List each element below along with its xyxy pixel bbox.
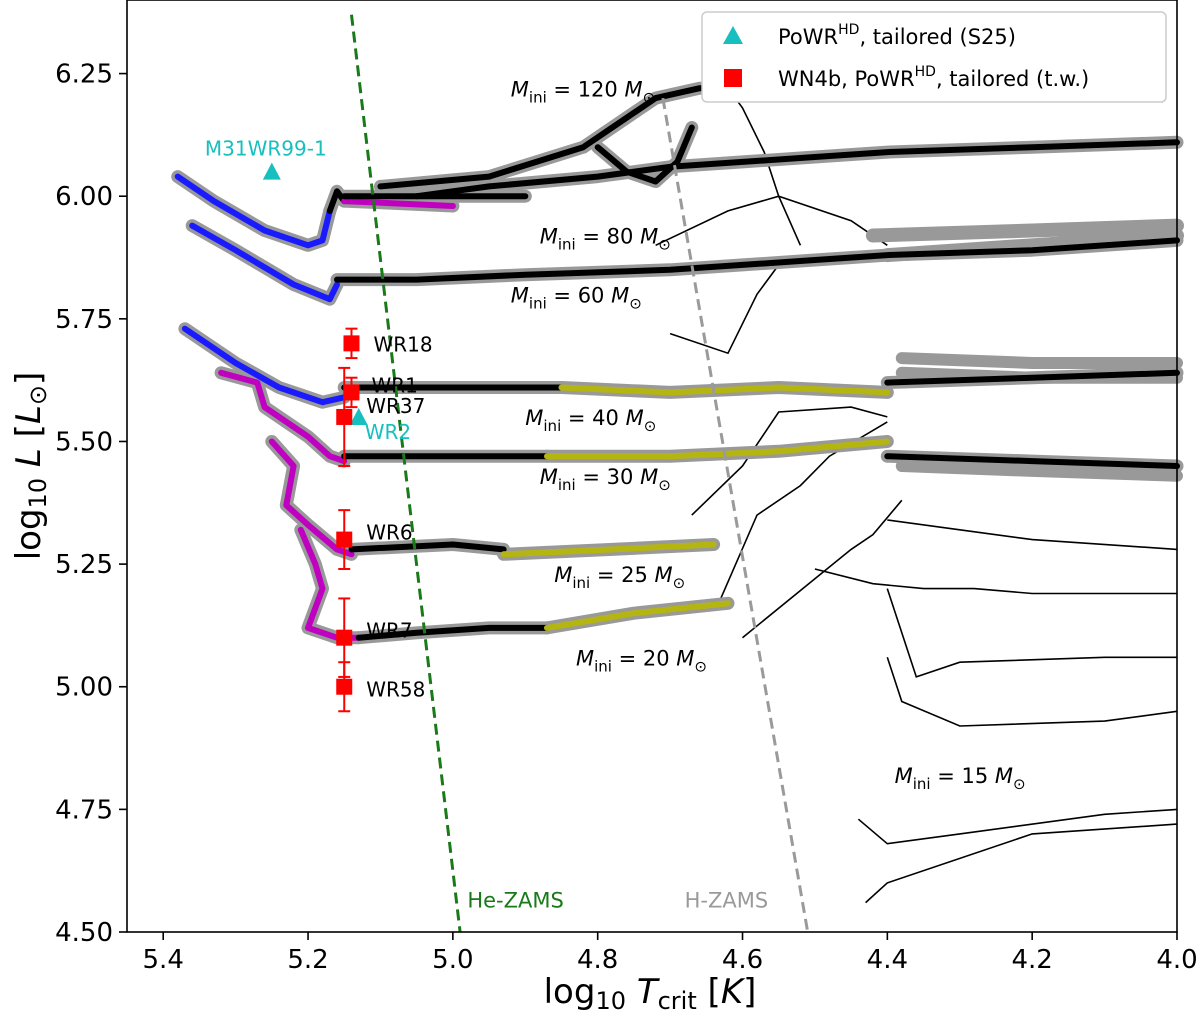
- powr-s25-marker: [349, 407, 368, 425]
- wn4b-marker: [336, 408, 353, 425]
- thin-track-curve: [857, 808, 1178, 845]
- star-label-wr6: WR6: [366, 521, 412, 545]
- powr-s25-marker: [262, 162, 281, 180]
- x-tick-label: 5.0: [432, 945, 473, 975]
- x-axis-label: log10 Tcrit [K]: [544, 972, 757, 1015]
- y-tick-label: 5.50: [55, 427, 113, 457]
- track-120-wr: [174, 173, 333, 249]
- star-label-wr7: WR7: [366, 619, 412, 643]
- track-label-80: Mini = 80 M⊙: [540, 224, 671, 253]
- track-label-60: Mini = 60 M⊙: [511, 283, 642, 312]
- star-label-m31wr99-1: M31WR99-1: [205, 137, 327, 161]
- wn4b-marker: [336, 531, 353, 548]
- x-tick-label: 4.2: [1011, 945, 1052, 975]
- track-20-ms: [355, 624, 550, 641]
- x-tick-label: 4.6: [722, 945, 763, 975]
- x-tick-label: 4.8: [577, 945, 618, 975]
- x-tick-label: 5.4: [143, 945, 184, 975]
- track-band: [865, 218, 1184, 243]
- y-tick-label: 5.75: [55, 305, 113, 335]
- axis-ticks: 5.4 5.2 5.0 4.8 4.6 4.4 4.2 4.0 4.50 4.75 5.00 5.25…: [55, 60, 1198, 975]
- star-label-wr18: WR18: [373, 332, 432, 356]
- track-label-20: Mini = 20 M⊙: [576, 646, 707, 675]
- track-label-25: Mini = 25 M⊙: [554, 563, 685, 592]
- track-band: [895, 352, 1183, 369]
- star-label-wr37: WR37: [366, 394, 425, 418]
- track-120-ms: [413, 139, 1180, 200]
- track-120-transition: [341, 198, 456, 209]
- track-label-40: Mini = 40 M⊙: [525, 406, 656, 435]
- y-tick-label: 4.75: [55, 795, 113, 825]
- y-tick-label: 5.00: [55, 673, 113, 703]
- wn4b-marker: [343, 335, 360, 352]
- h-zams-line: [661, 97, 810, 933]
- track-25-transition: [268, 438, 355, 558]
- x-tick-label: 4.4: [867, 945, 908, 975]
- track-80-wr: [189, 222, 340, 303]
- h-zams-label: H-ZAMS: [685, 888, 769, 912]
- track-25-yellow: [500, 541, 717, 558]
- y-tick-label: 6.25: [55, 60, 113, 90]
- star-label-wr58: WR58: [366, 678, 425, 702]
- legend-box: [701, 11, 1167, 103]
- track-60-ms: [884, 369, 1180, 386]
- wn4b-marker: [343, 384, 360, 401]
- legend-square-marker: [724, 69, 742, 87]
- thin-track-curve: [741, 499, 903, 639]
- y-axis-label: log10 L [L⊙]: [9, 372, 52, 561]
- track-60-wr: [181, 325, 348, 406]
- thin-track-curve: [865, 823, 1178, 904]
- thin-track-curve: [886, 657, 1178, 727]
- legend: PoWRHD, tailored (S25) WN4b, PoWRHD, tail…: [701, 11, 1167, 103]
- star-label-wr2: WR2: [365, 420, 411, 444]
- star-markers: [262, 162, 368, 713]
- track-80-ms: [334, 237, 1180, 283]
- zams-reference-lines: [349, 14, 810, 933]
- track-40-transition: [218, 369, 348, 465]
- track-120-ms: [594, 124, 695, 185]
- he-zams-line: [349, 14, 462, 933]
- track-label-15: Mini = 15 M⊙: [895, 764, 1026, 793]
- track-60-yellow: [558, 384, 891, 396]
- track-band: [895, 460, 1183, 482]
- wn4b-marker: [336, 629, 353, 646]
- y-tick-label: 5.25: [55, 550, 113, 580]
- thin-track-curve: [814, 568, 1177, 595]
- track-label-30: Mini = 30 M⊙: [540, 465, 671, 494]
- he-zams-label: He-ZAMS: [467, 888, 564, 912]
- x-tick-label: 4.0: [1156, 945, 1197, 975]
- thin-track-curve: [887, 519, 1178, 551]
- thin-track-curve: [691, 406, 888, 516]
- track-40-ms: [884, 453, 1180, 469]
- thin-track-curve: [886, 588, 1177, 678]
- star-label-wr1: WR1: [371, 373, 417, 397]
- track-label-120: Mini = 120 M⊙: [511, 77, 655, 106]
- legend-triangle-marker: [723, 26, 743, 44]
- thin-track-curve: [669, 264, 780, 355]
- track-25-ms: [348, 541, 507, 553]
- plot-frame: [126, 0, 1178, 933]
- wn4b-marker: [336, 678, 353, 695]
- legend-entry-label: WN4b, PoWRHD, tailored (t.w.): [778, 64, 1089, 91]
- track-20-yellow: [544, 600, 731, 631]
- legend-entry-label: PoWRHD, tailored (S25): [778, 22, 1016, 49]
- chart-annotations: Mini = 120 M⊙ Mini = 80 M⊙ Mini = 60 M⊙ Min…: [205, 77, 1026, 912]
- x-tick-label: 5.2: [287, 945, 328, 975]
- evolution-tracks: [171, 81, 1184, 645]
- y-tick-label: 4.50: [55, 918, 113, 948]
- y-tick-label: 6.00: [55, 182, 113, 212]
